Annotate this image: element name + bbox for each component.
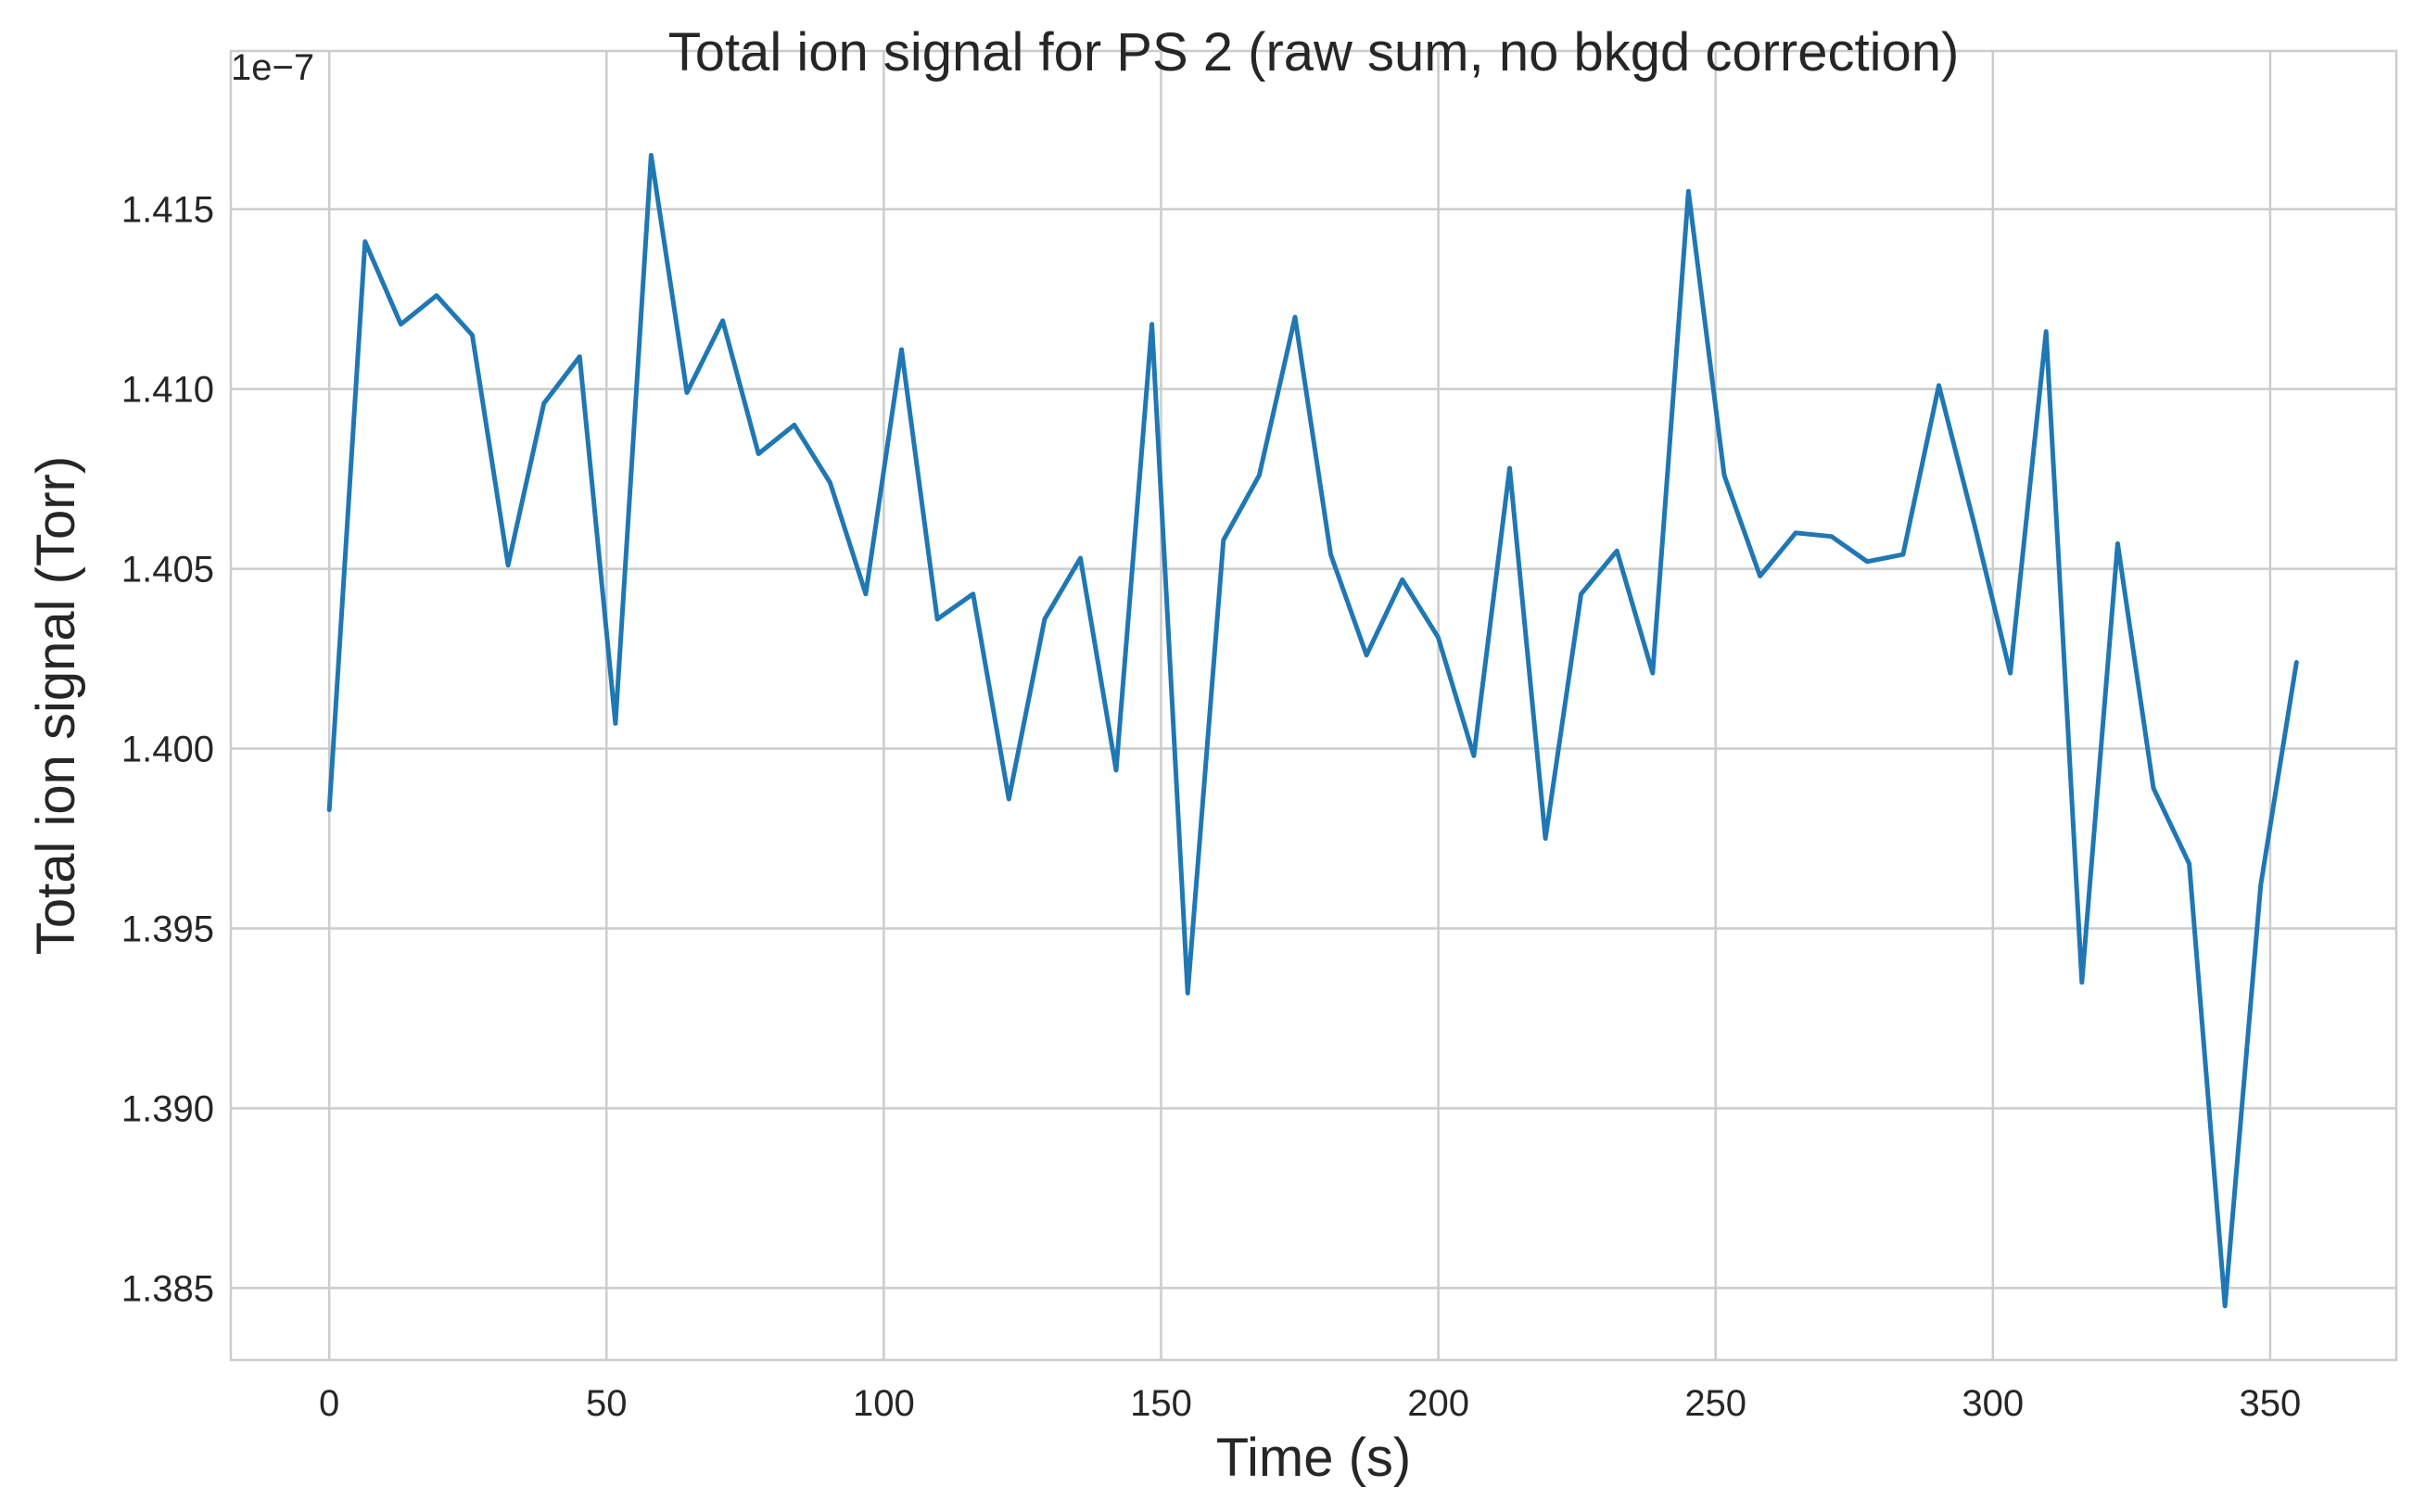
x-tick-label: 150 <box>1130 1383 1192 1424</box>
x-tick-label: 0 <box>319 1383 339 1424</box>
x-tick-label: 200 <box>1407 1383 1469 1424</box>
y-tick-label: 1.385 <box>121 1268 214 1309</box>
y-tick-label: 1.400 <box>121 730 214 770</box>
x-tick-label: 350 <box>2240 1383 2302 1424</box>
x-tick-label: 250 <box>1684 1383 1746 1424</box>
x-axis-label: Time (s) <box>1216 1428 1411 1488</box>
x-tick-label: 100 <box>853 1383 915 1424</box>
x-tick-label: 300 <box>1962 1383 2024 1424</box>
series-layer <box>326 153 2299 1309</box>
y-tick-label: 1.415 <box>121 190 214 231</box>
y-gridlines <box>231 208 2396 1290</box>
x-gridlines <box>327 51 2272 1360</box>
y-axis-offset-label: 1e−7 <box>231 47 314 88</box>
y-tick-label: 1.410 <box>121 370 214 411</box>
series-line <box>326 153 2299 1309</box>
plot-frame <box>229 49 2398 1362</box>
x-tick-label: 50 <box>586 1383 628 1424</box>
y-tick-label: 1.405 <box>121 550 214 591</box>
y-axis-label: Total ion signal (Torr) <box>26 456 86 955</box>
chart-title: Total ion signal for PS 2 (raw sum, no b… <box>668 22 1960 83</box>
y-tick-label: 1.395 <box>121 909 214 950</box>
y-tick-labels: 1.385 1.390 1.395 1.400 1.405 1.410 1.415 <box>121 190 214 1310</box>
y-tick-label: 1.390 <box>121 1088 214 1129</box>
x-tick-labels: 0 50 100 150 200 250 300 350 <box>319 1383 2301 1424</box>
